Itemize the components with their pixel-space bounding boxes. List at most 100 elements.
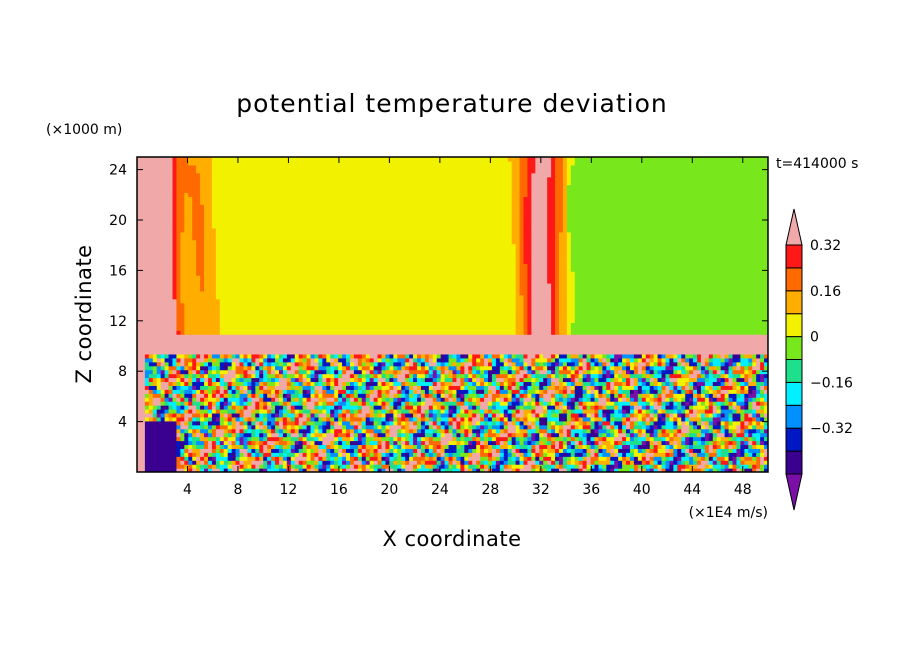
heatmap-cell xyxy=(349,401,359,406)
heatmap-cell xyxy=(764,409,768,414)
heatmap-cell xyxy=(752,436,757,442)
heatmap-cell xyxy=(211,365,217,371)
x-tick-label: 32 xyxy=(532,482,550,498)
heatmap-cell xyxy=(637,416,643,422)
heatmap-cell xyxy=(704,412,710,418)
heatmap-cell xyxy=(381,401,387,406)
heatmap-cell xyxy=(144,409,150,414)
heatmap-cell xyxy=(389,357,394,363)
heatmap-cell xyxy=(207,468,213,472)
heatmap-cell xyxy=(409,409,414,414)
heatmap-cell xyxy=(665,373,671,379)
heatmap-cell xyxy=(543,432,548,438)
heatmap-cell xyxy=(349,377,355,383)
heatmap-cell xyxy=(148,393,154,398)
heatmap-cell xyxy=(657,385,663,390)
heatmap-cell xyxy=(566,271,576,276)
heatmap-cell xyxy=(243,416,249,422)
heatmap-cell xyxy=(712,397,718,402)
heatmap-cell xyxy=(480,428,485,434)
heatmap-cell xyxy=(204,452,209,457)
heatmap-cell xyxy=(626,420,631,426)
heatmap-cell xyxy=(211,460,217,465)
heatmap-cell xyxy=(334,468,339,472)
heatmap-cell xyxy=(744,385,749,390)
heatmap-cell xyxy=(318,444,327,449)
heatmap-cell xyxy=(452,456,458,461)
heatmap-cell xyxy=(744,428,749,434)
heatmap-cell xyxy=(235,393,241,398)
heatmap-cell xyxy=(618,409,623,414)
heatmap-cell xyxy=(247,428,252,434)
heatmap-cell xyxy=(472,353,481,359)
heatmap-cell xyxy=(298,381,304,386)
heatmap-cell xyxy=(610,381,615,386)
heatmap-cell xyxy=(184,196,193,201)
heatmap-cell xyxy=(649,460,655,465)
heatmap-cell xyxy=(760,353,765,359)
heatmap-cell xyxy=(302,357,308,363)
heatmap-cell xyxy=(365,444,375,449)
heatmap-cell xyxy=(665,456,671,461)
heatmap-cell xyxy=(137,357,146,363)
heatmap-cell xyxy=(235,389,241,394)
heatmap-cell xyxy=(586,373,592,379)
heatmap-cell xyxy=(417,381,434,386)
heatmap-cell xyxy=(385,357,390,363)
heatmap-cell xyxy=(697,397,706,402)
heatmap-cell xyxy=(223,412,229,418)
heatmap-cell xyxy=(204,286,217,292)
heatmap-cell xyxy=(286,424,292,430)
heatmap-cell xyxy=(405,460,410,465)
heatmap-cell xyxy=(555,385,560,390)
heatmap-cell xyxy=(468,377,473,383)
heatmap-cell xyxy=(476,464,481,469)
heatmap-cell xyxy=(511,412,517,418)
heatmap-cell xyxy=(531,436,536,442)
heatmap-cell xyxy=(641,365,647,371)
heatmap-cell xyxy=(744,353,753,359)
heatmap-cell xyxy=(551,393,556,398)
heatmap-cell xyxy=(618,460,623,465)
heatmap-cell xyxy=(543,397,552,402)
heatmap-cell xyxy=(417,401,422,406)
heatmap-cell xyxy=(689,460,694,465)
heatmap-cell xyxy=(302,353,308,359)
heatmap-cell xyxy=(361,424,367,430)
heatmap-cell xyxy=(527,290,532,296)
heatmap-cell xyxy=(653,456,663,461)
heatmap-cell xyxy=(728,420,734,426)
heatmap-cell xyxy=(302,412,308,418)
heatmap-cell xyxy=(491,389,497,394)
heatmap-cell xyxy=(468,365,473,371)
heatmap-cell xyxy=(247,444,252,449)
heatmap-cell xyxy=(598,436,603,442)
heatmap-cell xyxy=(346,389,351,394)
heatmap-cell xyxy=(211,424,217,430)
heatmap-cell xyxy=(527,420,532,426)
heatmap-cell xyxy=(551,322,556,327)
heatmap-cell xyxy=(484,468,489,472)
heatmap-cell xyxy=(708,432,714,438)
heatmap-cell xyxy=(511,381,517,386)
heatmap-cell xyxy=(211,468,221,472)
heatmap-cell xyxy=(373,385,383,390)
heatmap-cell xyxy=(152,353,158,359)
heatmap-cell xyxy=(633,365,639,371)
heatmap-cell xyxy=(440,456,446,461)
heatmap-cell xyxy=(306,460,316,465)
heatmap-cell xyxy=(409,412,414,418)
heatmap-cell xyxy=(436,444,442,449)
heatmap-cell xyxy=(180,275,201,280)
heatmap-cell xyxy=(507,464,513,469)
heatmap-cell xyxy=(547,220,556,225)
heatmap-cell xyxy=(551,164,556,170)
heatmap-cell xyxy=(204,259,217,264)
heatmap-cell xyxy=(267,409,272,414)
heatmap-cell xyxy=(665,468,671,472)
heatmap-cell xyxy=(342,409,347,414)
heatmap-cell xyxy=(480,409,485,414)
heatmap-cell xyxy=(338,416,343,422)
heatmap-cell xyxy=(278,405,284,410)
heatmap-cell xyxy=(251,460,264,465)
